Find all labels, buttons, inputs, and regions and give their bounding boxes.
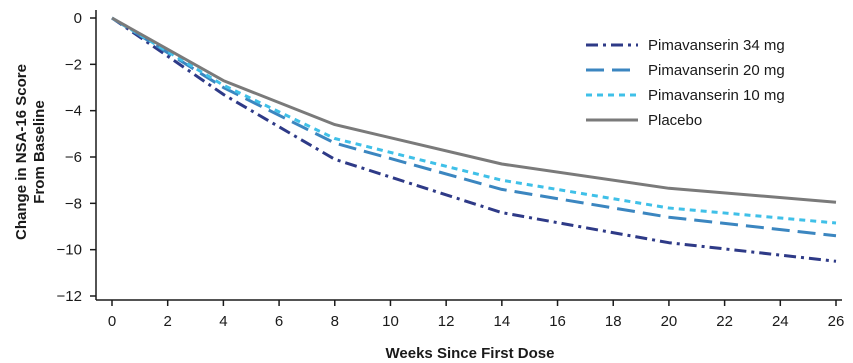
y-tick-label: −2 (65, 56, 82, 73)
x-tick-label: 26 (828, 313, 845, 330)
legend: Pimavanserin 34 mg Pimavanserin 20 mg Pima… (586, 37, 785, 129)
x-tick-label: 22 (716, 313, 733, 330)
x-axis-title: Weeks Since First Dose (386, 345, 555, 362)
x-tick-label: 24 (772, 313, 789, 330)
series-line-0 (111, 16, 837, 263)
x-tick-label: 12 (438, 313, 455, 330)
y-tick-label: −8 (65, 195, 82, 212)
x-tick-label: 2 (164, 313, 172, 330)
y-axis: 0 −2 −4 −6 −8 −10 −12 (57, 10, 97, 305)
legend-label-0: Pimavanserin 34 mg (648, 37, 785, 54)
legend-label-1: Pimavanserin 20 mg (648, 62, 785, 79)
series-line-3 (111, 16, 837, 204)
x-tick-label: 6 (275, 313, 283, 330)
x-axis: 0 2 4 6 8 10 12 14 16 18 20 22 24 26 (96, 299, 845, 330)
y-tick-label: −6 (65, 149, 82, 166)
y-axis-title-line-2: From Baseline (31, 100, 48, 203)
y-tick-label: 0 (74, 10, 82, 27)
legend-label-2: Pimavanserin 10 mg (648, 87, 785, 104)
series-line-1 (111, 16, 837, 238)
x-tick-label: 16 (549, 313, 566, 330)
y-axis-title-line-1: Change in NSA-16 Score (13, 64, 30, 240)
y-tick-label: −10 (57, 242, 82, 259)
series-lines (111, 16, 837, 263)
y-tick-label: −12 (57, 288, 82, 305)
legend-label-3: Placebo (648, 112, 702, 129)
x-tick-label: 18 (605, 313, 622, 330)
x-tick-label: 8 (331, 313, 339, 330)
x-tick-label: 10 (382, 313, 399, 330)
y-axis-title: Change in NSA-16 Score From Baseline (13, 64, 48, 240)
x-tick-label: 0 (108, 313, 116, 330)
x-tick-label: 20 (661, 313, 678, 330)
x-tick-label: 14 (494, 313, 511, 330)
y-tick-label: −4 (65, 103, 82, 120)
x-tick-label: 4 (219, 313, 227, 330)
